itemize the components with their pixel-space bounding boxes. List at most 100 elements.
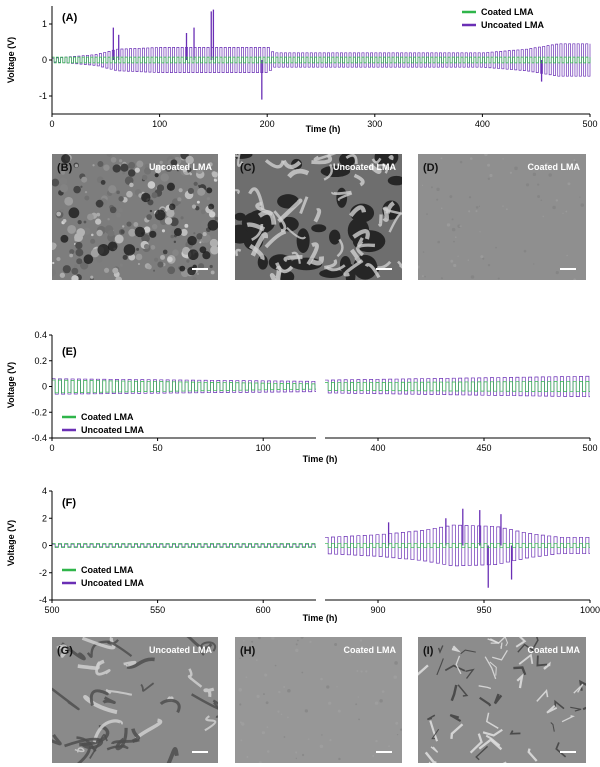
sem-speck bbox=[495, 246, 497, 249]
sem-grain bbox=[103, 267, 110, 273]
sem-grain bbox=[192, 277, 197, 280]
sem-grain bbox=[202, 232, 207, 237]
sem-speck bbox=[457, 255, 459, 257]
sem-texture bbox=[235, 637, 402, 763]
sem-dendrite bbox=[356, 243, 376, 257]
sem-speck bbox=[337, 709, 341, 713]
panel-tag: (C) bbox=[240, 162, 256, 174]
sem-grain bbox=[52, 178, 60, 187]
y-tick-label: -1 bbox=[39, 91, 47, 101]
sem-pore bbox=[329, 229, 341, 245]
x-tick-label: 950 bbox=[476, 605, 491, 615]
panel-tag: (D) bbox=[423, 162, 439, 174]
sem-pore bbox=[61, 154, 71, 164]
image-title: Uncoated LMA bbox=[149, 162, 212, 172]
sem-facet-edge bbox=[457, 684, 469, 697]
sem-pore bbox=[347, 217, 370, 244]
sem-dendrite bbox=[269, 273, 277, 280]
y-tick-label: 0 bbox=[42, 382, 47, 392]
x-tick-label: 200 bbox=[260, 119, 275, 129]
sem-facet-edge bbox=[475, 745, 489, 761]
sem-dendrite bbox=[325, 264, 346, 272]
sem-speck bbox=[489, 173, 493, 178]
sem-speck bbox=[459, 225, 462, 228]
sem-grain bbox=[160, 254, 166, 260]
y-tick-label: 0 bbox=[42, 541, 47, 551]
sem-speck bbox=[283, 686, 286, 689]
sem-speck bbox=[440, 207, 443, 210]
sem-speck bbox=[379, 699, 383, 703]
y-tick-label: -0.4 bbox=[31, 433, 47, 443]
sem-dendrite bbox=[376, 260, 392, 270]
sem-grain bbox=[210, 270, 215, 275]
sem-dendrite bbox=[345, 154, 358, 164]
sem-dendrite bbox=[343, 259, 364, 277]
sem-dendrite bbox=[382, 206, 402, 215]
sem-grain bbox=[151, 223, 158, 230]
sem-grain bbox=[147, 181, 156, 189]
sem-facet-edge bbox=[478, 685, 492, 690]
sem-ridge bbox=[199, 641, 217, 656]
sem-speck bbox=[258, 761, 262, 763]
sem-facet-edge bbox=[500, 642, 503, 649]
sem-grain bbox=[157, 261, 164, 268]
sem-ridge bbox=[105, 688, 133, 696]
sem-grain bbox=[214, 216, 218, 221]
sem-grain bbox=[201, 220, 210, 229]
sem-ridge bbox=[83, 695, 118, 715]
sem-speck bbox=[300, 637, 304, 639]
sem-ridge bbox=[56, 644, 68, 658]
sem-speck bbox=[267, 750, 270, 753]
sem-grain bbox=[92, 164, 95, 167]
sem-ridge bbox=[77, 659, 105, 670]
sem-background bbox=[418, 154, 586, 280]
sem-speck bbox=[295, 757, 297, 760]
sem-facet-edge bbox=[482, 728, 503, 737]
sem-ridge bbox=[52, 733, 62, 746]
sem-facet-edge bbox=[490, 638, 500, 644]
sem-grain bbox=[84, 190, 88, 194]
panel-tag: (G) bbox=[57, 645, 73, 657]
sem-grain bbox=[170, 234, 175, 239]
x-tick-label: 0 bbox=[49, 443, 54, 453]
sem-speck bbox=[446, 223, 451, 227]
sem-grain bbox=[154, 257, 159, 262]
sem-grain bbox=[103, 164, 110, 171]
sem-speck bbox=[424, 275, 426, 278]
sem-speck bbox=[245, 676, 248, 679]
sem-grain bbox=[95, 218, 102, 225]
sem-grain bbox=[116, 190, 120, 195]
sem-grain bbox=[107, 229, 115, 237]
sem-speck bbox=[436, 198, 439, 201]
sem-speck bbox=[542, 215, 544, 218]
legend-label: Uncoated LMA bbox=[81, 425, 145, 435]
sem-grain bbox=[109, 268, 114, 273]
sem-pore bbox=[202, 251, 211, 260]
sem-speck bbox=[321, 734, 323, 736]
legend-label: Coated LMA bbox=[81, 412, 134, 422]
scale-bar bbox=[376, 268, 392, 270]
sem-grain bbox=[162, 249, 168, 255]
sem-speck bbox=[251, 640, 254, 643]
scale-bar bbox=[376, 751, 392, 753]
y-tick-label: 2 bbox=[42, 513, 47, 523]
sem-speck bbox=[555, 199, 559, 202]
sem-speck bbox=[567, 182, 571, 186]
sem-facet-edge bbox=[485, 734, 501, 747]
sem-grain bbox=[69, 253, 74, 258]
sem-grain bbox=[178, 188, 183, 193]
sem-facet-edge bbox=[489, 661, 497, 676]
sem-grain bbox=[74, 264, 78, 268]
sem-speck bbox=[487, 177, 491, 180]
sem-ridge bbox=[159, 698, 181, 714]
panel-tag: (H) bbox=[240, 645, 256, 657]
sem-dendrite bbox=[352, 229, 370, 240]
sem-pore bbox=[339, 154, 356, 167]
sem-grain bbox=[59, 272, 66, 278]
sem-grain bbox=[177, 197, 182, 202]
sem-pore bbox=[60, 234, 69, 243]
sem-facet-edge bbox=[444, 664, 466, 672]
sem-facet-edge bbox=[469, 733, 483, 754]
sem-grain bbox=[96, 229, 103, 237]
sem-dendrite bbox=[364, 263, 381, 279]
